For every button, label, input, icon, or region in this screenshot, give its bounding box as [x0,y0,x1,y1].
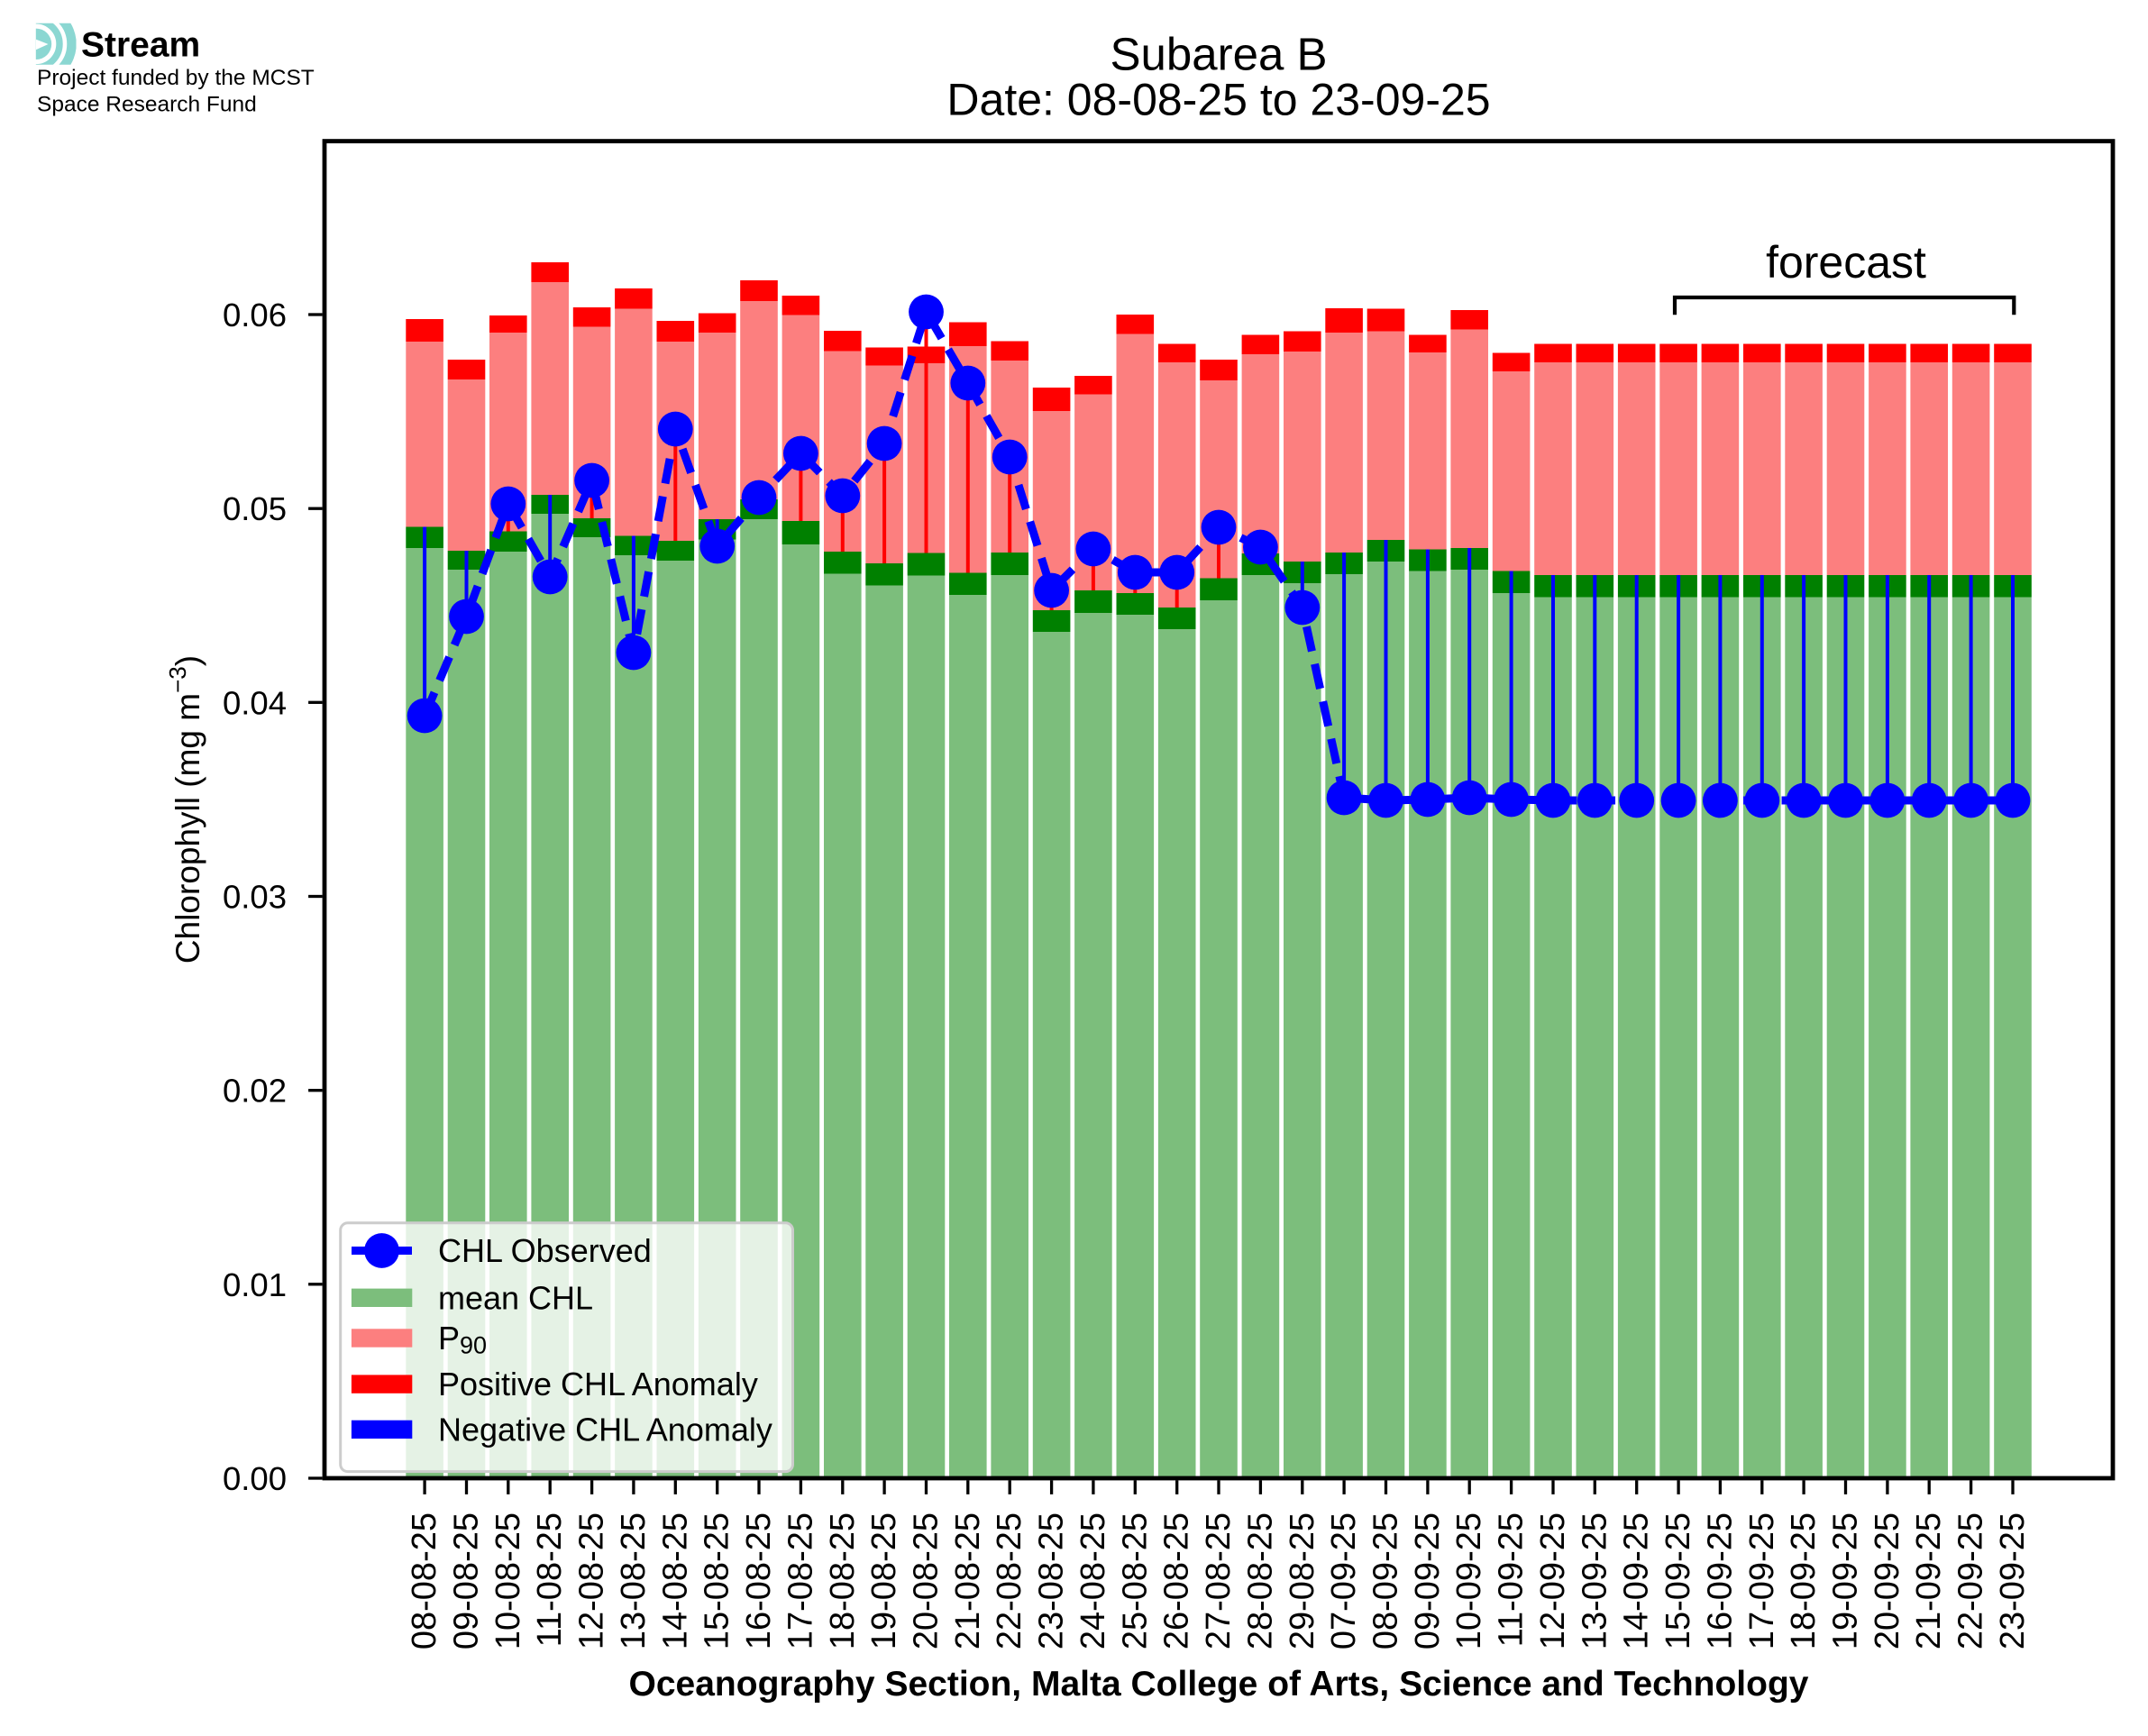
svg-text:0.02: 0.02 [223,1073,287,1110]
svg-text:11-08-25: 11-08-25 [531,1512,569,1647]
svg-text:Date: 08-08-25 to 23-09-25: Date: 08-08-25 to 23-09-25 [946,74,1490,124]
svg-text:Chlorophyll (mg m−3): Chlorophyll (mg m−3) [164,655,206,964]
svg-text:Stream: Stream [81,26,200,65]
svg-text:Oceanography Section, Malta Co: Oceanography Section, Malta College of A… [629,1665,1809,1704]
svg-text:17-09-25: 17-09-25 [1743,1512,1781,1649]
svg-text:15-08-25: 15-08-25 [699,1512,736,1649]
svg-text:13-08-25: 13-08-25 [615,1512,653,1649]
svg-text:Negative CHL Anomaly: Negative CHL Anomaly [438,1411,772,1448]
svg-text:0.00: 0.00 [223,1460,287,1497]
svg-text:0.01: 0.01 [223,1266,287,1303]
svg-text:16-08-25: 16-08-25 [740,1512,778,1649]
svg-text:forecast: forecast [1766,237,1926,288]
svg-text:10-09-25: 10-09-25 [1450,1512,1488,1649]
svg-text:21-09-25: 21-09-25 [1910,1512,1948,1649]
svg-text:09-08-25: 09-08-25 [448,1512,486,1649]
svg-text:08-09-25: 08-09-25 [1367,1512,1405,1649]
svg-text:23-09-25: 23-09-25 [1994,1512,2032,1649]
svg-text:12-08-25: 12-08-25 [573,1512,611,1649]
svg-text:19-08-25: 19-08-25 [865,1512,903,1649]
svg-text:20-09-25: 20-09-25 [1869,1512,1906,1649]
svg-text:27-08-25: 27-08-25 [1200,1512,1238,1649]
svg-text:18-09-25: 18-09-25 [1785,1512,1823,1649]
svg-text:29-08-25: 29-08-25 [1284,1512,1321,1649]
svg-text:0.05: 0.05 [223,490,287,527]
svg-text:09-09-25: 09-09-25 [1409,1512,1447,1649]
svg-text:Positive CHL Anomaly: Positive CHL Anomaly [438,1366,758,1403]
svg-text:07-09-25: 07-09-25 [1325,1512,1363,1649]
svg-text:14-09-25: 14-09-25 [1618,1512,1656,1649]
svg-text:CHL Observed: CHL Observed [438,1232,652,1269]
svg-text:13-09-25: 13-09-25 [1576,1512,1613,1649]
svg-text:12-09-25: 12-09-25 [1534,1512,1572,1649]
svg-text:20-08-25: 20-08-25 [908,1512,946,1649]
svg-text:22-09-25: 22-09-25 [1952,1512,1990,1649]
svg-text:15-09-25: 15-09-25 [1659,1512,1697,1649]
svg-text:mean CHL: mean CHL [438,1279,593,1316]
svg-text:21-08-25: 21-08-25 [949,1512,987,1649]
svg-text:26-08-25: 26-08-25 [1158,1512,1196,1649]
svg-text:22-08-25: 22-08-25 [991,1512,1028,1649]
svg-text:08-08-25: 08-08-25 [406,1512,443,1649]
svg-text:23-08-25: 23-08-25 [1033,1512,1071,1649]
svg-text:0.04: 0.04 [223,684,287,721]
svg-text:Project funded by the MCST: Project funded by the MCST [37,66,315,90]
svg-text:Subarea B: Subarea B [1110,28,1327,79]
svg-text:Space Research Fund: Space Research Fund [37,93,257,117]
svg-text:16-09-25: 16-09-25 [1701,1512,1739,1649]
svg-text:14-08-25: 14-08-25 [656,1512,694,1649]
svg-text:11-09-25: 11-09-25 [1493,1512,1531,1647]
svg-text:0.03: 0.03 [223,879,287,916]
svg-text:10-08-25: 10-08-25 [489,1512,527,1649]
svg-text:24-08-25: 24-08-25 [1074,1512,1112,1649]
svg-text:25-08-25: 25-08-25 [1116,1512,1154,1649]
svg-text:28-08-25: 28-08-25 [1241,1512,1279,1649]
svg-text:17-08-25: 17-08-25 [782,1512,819,1649]
svg-text:0.06: 0.06 [223,297,287,333]
svg-text:19-09-25: 19-09-25 [1827,1512,1865,1649]
svg-text:18-08-25: 18-08-25 [824,1512,862,1649]
